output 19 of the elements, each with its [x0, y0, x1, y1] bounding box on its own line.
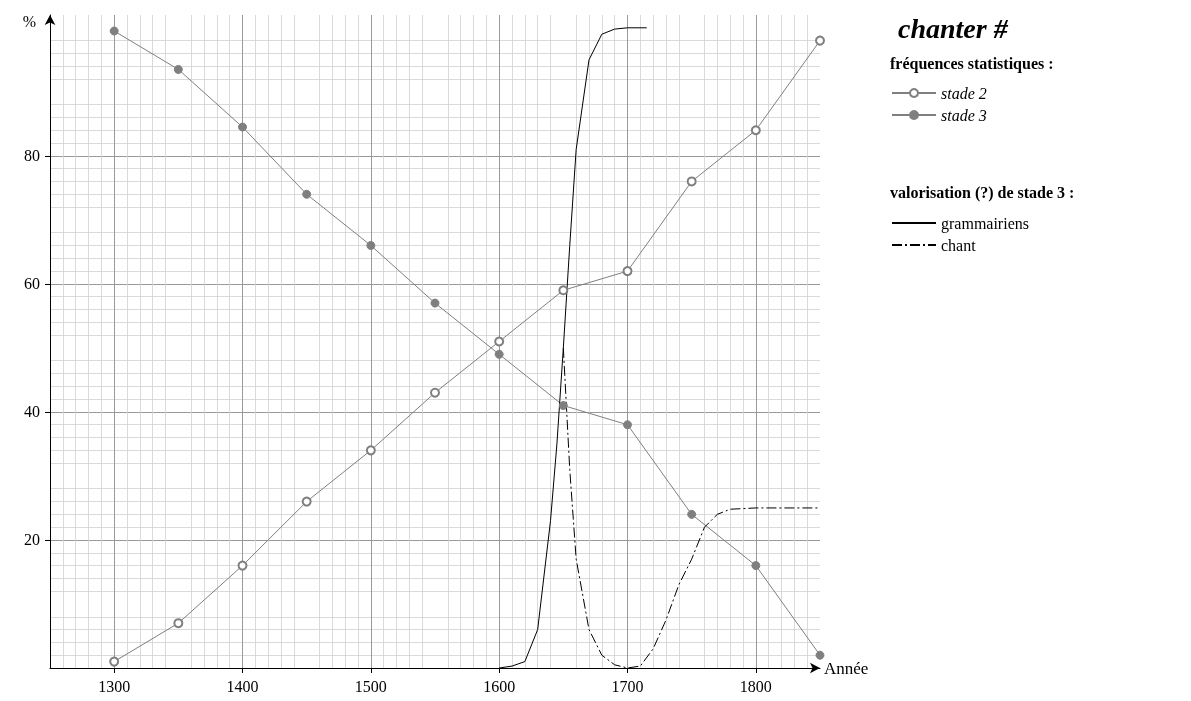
legend-label: grammairiens	[941, 214, 1029, 233]
legend-label: chant	[941, 236, 977, 254]
y-tick-label: 40	[24, 403, 40, 421]
y-axis-title: %	[22, 12, 36, 30]
x-tick-label: 1300	[98, 677, 131, 695]
x-tick-label: 1600	[483, 677, 516, 695]
text: valorisation (?) de stade 3 :	[890, 183, 1075, 202]
text: chanter #	[898, 12, 1009, 44]
x-axis-title: Année	[824, 658, 869, 678]
legend-label: stade 2	[941, 84, 987, 102]
text: fréquences statistiques :	[890, 54, 1054, 73]
x-tick-label: 1400	[226, 677, 259, 695]
x-tick-label: 1800	[739, 677, 772, 695]
y-tick-label: 80	[24, 147, 40, 165]
legend-label: stade 3	[941, 106, 987, 124]
y-tick-label: 60	[24, 275, 40, 293]
x-tick-label: 1700	[611, 677, 644, 695]
x-tick-label: 1500	[354, 677, 387, 695]
y-tick-label: 20	[24, 531, 40, 549]
